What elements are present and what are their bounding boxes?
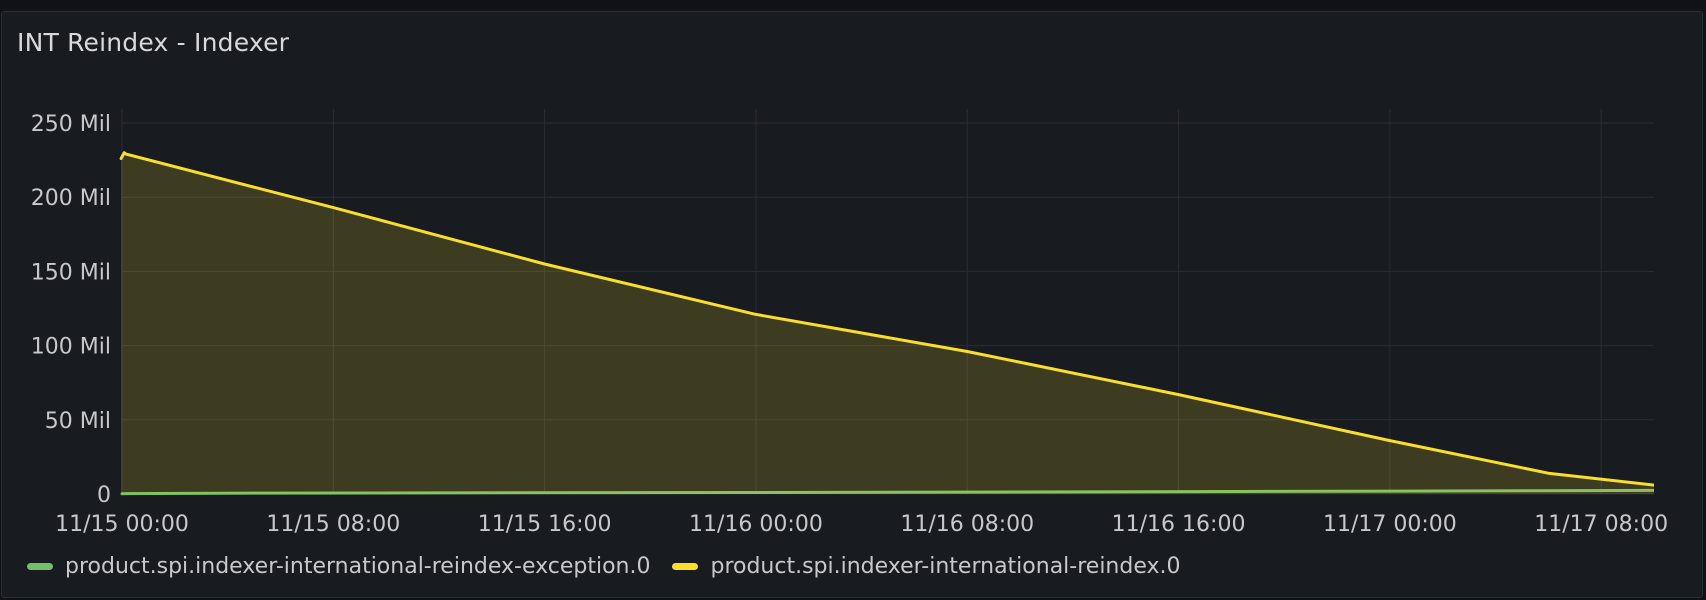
y-tick-label: 250 Mil xyxy=(31,112,111,137)
series-layer xyxy=(119,151,1654,496)
series-2-area xyxy=(121,152,1654,494)
x-tick-label: 11/15 16:00 xyxy=(478,512,612,537)
series-2-line xyxy=(119,151,1654,487)
y-tick-label: 200 Mil xyxy=(31,186,111,211)
legend-swatch xyxy=(672,562,699,570)
legend: product.spi.indexer-international-reinde… xyxy=(27,551,1181,581)
grid-layer xyxy=(121,109,1654,495)
x-tick-label: 11/15 00:00 xyxy=(55,512,189,537)
legend-item[interactable]: product.spi.indexer-international-reinde… xyxy=(27,554,650,579)
y-tick-label: 0 xyxy=(97,483,111,508)
legend-label: product.spi.indexer-international-reinde… xyxy=(65,553,651,579)
y-tick-label: 50 Mil xyxy=(45,409,111,434)
legend-label: product.spi.indexer-international-reinde… xyxy=(710,553,1181,579)
legend-swatch xyxy=(27,562,53,570)
series-1-line xyxy=(120,488,1654,496)
x-tick-label: 11/16 00:00 xyxy=(689,512,823,537)
x-tick-label: 11/17 08:00 xyxy=(1534,512,1668,537)
axis-layer: 0 50 Mil 100 Mil 150 Mil 200 Mil 250 Mil 11/15… xyxy=(31,112,1668,537)
y-tick-label: 100 Mil xyxy=(31,335,111,360)
x-tick-label: 11/16 08:00 xyxy=(900,512,1034,537)
x-tick-label: 11/15 08:00 xyxy=(266,512,400,537)
x-tick-label: 11/16 16:00 xyxy=(1112,512,1246,537)
y-tick-label: 150 Mil xyxy=(31,260,111,285)
legend-item[interactable]: product.spi.indexer-international-reinde… xyxy=(672,553,1181,579)
chart-panel xyxy=(1,11,1703,598)
panel-title: INT Reindex - Indexer xyxy=(17,28,290,57)
x-tick-label: 11/17 00:00 xyxy=(1323,512,1457,537)
